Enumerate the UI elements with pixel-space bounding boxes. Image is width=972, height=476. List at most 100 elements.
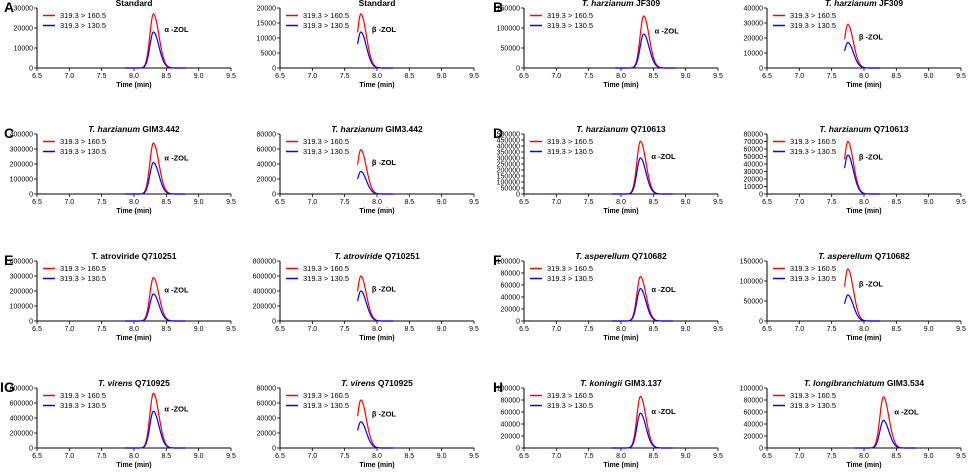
peak-annotation: α -ZOL (651, 407, 676, 416)
series-line (124, 392, 186, 449)
x-tick-label: 6.5 (519, 73, 529, 80)
y-tick-label: 350000 (497, 149, 520, 156)
panel-label: D (493, 125, 503, 141)
chart-title-strain: T. atroviride Q710251 (91, 251, 176, 261)
x-tick-label: 6.5 (32, 453, 42, 460)
legend-label: 319.3 > 160.5 (547, 391, 593, 400)
legend-label: 319.3 > 130.5 (547, 147, 593, 156)
x-tick-label: 7.0 (307, 73, 317, 80)
chart-title: T. virens Q710925 (98, 378, 170, 388)
y-tick-label: 300000 (10, 273, 33, 280)
y-tick-label: 80000 (257, 385, 277, 392)
x-tick-label: 7.5 (827, 453, 837, 460)
x-tick-label: 8.0 (859, 453, 869, 460)
chart-title: T. asperellum Q710682 (575, 251, 667, 261)
legend-label: 319.3 > 130.5 (60, 274, 106, 283)
chart-title: T. asperellum Q710682 (818, 251, 910, 261)
chart-title: T. harzianum Q710613 (819, 124, 908, 134)
legend-label: 319.3 > 130.5 (60, 21, 106, 30)
legend-label: 319.3 > 160.5 (60, 11, 106, 20)
y-tick-label: 600000 (10, 400, 33, 407)
chart-title: T. harzianum GIM3.442 (331, 124, 423, 134)
legend-label: 319.3 > 160.5 (60, 137, 106, 146)
chart-panel: A Standard 0 10000 20000 30000 6.5 7.0 7.5 8.0 8.5… (4, 0, 236, 89)
x-tick-label: 7.0 (307, 199, 317, 206)
series-line (854, 419, 916, 449)
chart-panel: F T. asperellum Q710682 0 20000 40000 60000 80… (493, 251, 723, 342)
x-tick-label: 7.0 (64, 199, 74, 206)
x-tick-label: 7.5 (340, 199, 350, 206)
legend-label: 319.3 > 130.5 (547, 21, 593, 30)
chart-title: T. longibranchiatum GIM3.534 (804, 378, 925, 388)
chart-panel: H T. koningii GIM3.137 0 20000 40000 60000 800… (493, 378, 723, 469)
series-line (124, 31, 186, 69)
y-tick-label: 300000 (10, 146, 33, 153)
x-tick-label: 7.0 (64, 73, 74, 80)
peak-annotation: β -ZOL (372, 285, 397, 294)
y-tick-label: 0 (516, 318, 520, 325)
x-tick-label: 7.5 (584, 453, 594, 460)
x-tick-label: 7.0 (794, 453, 804, 460)
y-tick-label: 0 (759, 191, 763, 198)
legend-label: 319.3 > 160.5 (790, 11, 836, 20)
y-tick-label: 400000 (497, 143, 520, 150)
series-line (615, 33, 676, 69)
y-tick-label: 0 (759, 318, 763, 325)
chart-title: T. atroviride Q710251 (91, 251, 176, 261)
x-axis-label: Time (min) (603, 82, 638, 89)
chart-title-strain: JF309 (877, 0, 904, 8)
x-tick-label: 8.5 (404, 199, 414, 206)
series-line (611, 157, 673, 195)
x-tick-label: 7.5 (584, 199, 594, 206)
y-tick-label: 450000 (497, 137, 520, 144)
y-tick-label: 600000 (253, 273, 276, 280)
x-tick-label: 8.0 (372, 73, 382, 80)
legend-label: 319.3 > 160.5 (790, 264, 836, 273)
legend-label: 319.3 > 160.5 (303, 264, 349, 273)
x-axis-label: Time (min) (846, 82, 881, 89)
y-tick-label: 0 (29, 65, 33, 72)
x-tick-label: 8.5 (891, 453, 901, 460)
x-tick-label: 9.5 (226, 453, 236, 460)
x-tick-label: 6.5 (519, 453, 529, 460)
y-tick-label: 20000 (257, 5, 277, 12)
peak-annotation: α -ZOL (651, 152, 676, 161)
chart-title-species: T. longibranchiatum (804, 378, 885, 388)
y-tick-label: 60000 (257, 146, 277, 153)
y-tick-label: 0 (272, 318, 276, 325)
series-line (124, 410, 186, 449)
legend-label: 319.3 > 160.5 (547, 137, 593, 146)
y-tick-label: 15000 (257, 20, 277, 27)
x-tick-label: 9.0 (924, 453, 934, 460)
legend-label: 319.3 > 130.5 (790, 147, 836, 156)
y-tick-label: 20000 (501, 433, 521, 440)
x-tick-label: 8.5 (648, 73, 658, 80)
panel-label: E (4, 252, 13, 268)
chart-title-strain: Q710613 (628, 124, 666, 134)
x-tick-label: 7.5 (584, 326, 594, 333)
x-tick-label: 8.5 (161, 326, 171, 333)
y-tick-label: 0 (516, 65, 520, 72)
y-tick-label: 200000 (10, 430, 33, 437)
x-tick-label: 9.0 (924, 199, 934, 206)
y-tick-label: 60000 (257, 400, 277, 407)
x-tick-label: 9.5 (226, 73, 236, 80)
y-tick-label: 80000 (744, 397, 764, 404)
peak-annotation: β -ZOL (372, 409, 397, 418)
x-tick-label: 8.0 (616, 326, 626, 333)
x-tick-label: 9.0 (681, 199, 691, 206)
chart-title-strain: Q710682 (629, 251, 667, 261)
series-line (357, 290, 394, 322)
y-tick-label: 150000 (497, 5, 520, 12)
y-tick-label: 150000 (497, 173, 520, 180)
chart-panel: G T. virens Q710925 0 200000 400000 600000 800… (4, 378, 236, 469)
x-tick-label: 8.0 (129, 73, 139, 80)
chart-title-species: T. harzianum (331, 124, 383, 134)
x-tick-label: 9.5 (713, 453, 723, 460)
x-tick-label: 6.5 (519, 199, 529, 206)
x-tick-label: 9.5 (469, 453, 479, 460)
chart-title: T. harzianum JF309 (582, 0, 661, 8)
x-axis-label: Time (min) (846, 208, 881, 215)
legend-label: 319.3 > 130.5 (303, 21, 349, 30)
x-tick-label: 9.0 (194, 453, 204, 460)
